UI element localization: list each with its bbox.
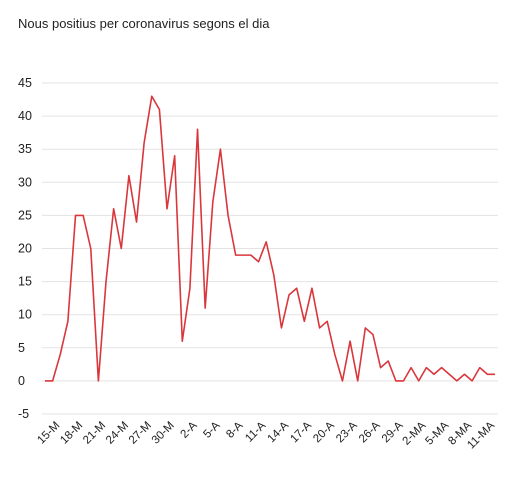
y-tick-label: 15: [18, 275, 32, 289]
x-tick-label: 8-A: [224, 419, 245, 440]
x-axis: 15-M18-M21-M24-M27-M30-M 2-A 5-A 8-A11-A14-…: [35, 419, 497, 451]
y-tick-label: 30: [18, 175, 32, 189]
x-tick-label: 30-M: [150, 420, 177, 447]
x-tick-label: 11-A: [243, 419, 268, 444]
y-tick-label: 35: [18, 142, 32, 156]
x-tick-label: 17-A: [288, 419, 314, 445]
y-axis: 45 40 35 30 25 20 15 10 5 0 -5: [18, 76, 32, 421]
x-tick-label: 2-A: [179, 419, 200, 440]
x-tick-label: 15-M: [35, 420, 62, 447]
y-tick-label: 10: [18, 308, 32, 322]
x-tick-label: 20-A: [311, 419, 337, 445]
y-tick-label: 5: [18, 341, 25, 355]
grid: [42, 82, 498, 415]
series-line: [45, 95, 495, 382]
x-tick-label: 26-A: [357, 419, 383, 445]
series-group: [45, 95, 495, 382]
x-tick-label: 21-M: [81, 420, 108, 447]
y-tick-label: -5: [18, 407, 29, 421]
y-tick-label: 20: [18, 242, 32, 256]
y-tick-label: 25: [18, 208, 32, 222]
y-tick-label: 45: [18, 76, 32, 90]
x-tick-label: 2-MA: [401, 419, 429, 447]
x-tick-label: 5-A: [201, 419, 222, 440]
x-tick-label: 14-A: [266, 419, 292, 445]
chart-title: Nous positius per coronavirus segons el …: [18, 16, 270, 31]
x-tick-label: 18-M: [58, 420, 85, 447]
x-tick-label: 27-M: [127, 420, 154, 447]
x-tick-label: 5-MA: [423, 419, 451, 447]
x-tick-label: 23-A: [334, 419, 360, 445]
x-tick-label: 24-M: [104, 420, 131, 447]
y-tick-label: 40: [18, 109, 32, 123]
y-tick-label: 0: [18, 374, 25, 388]
